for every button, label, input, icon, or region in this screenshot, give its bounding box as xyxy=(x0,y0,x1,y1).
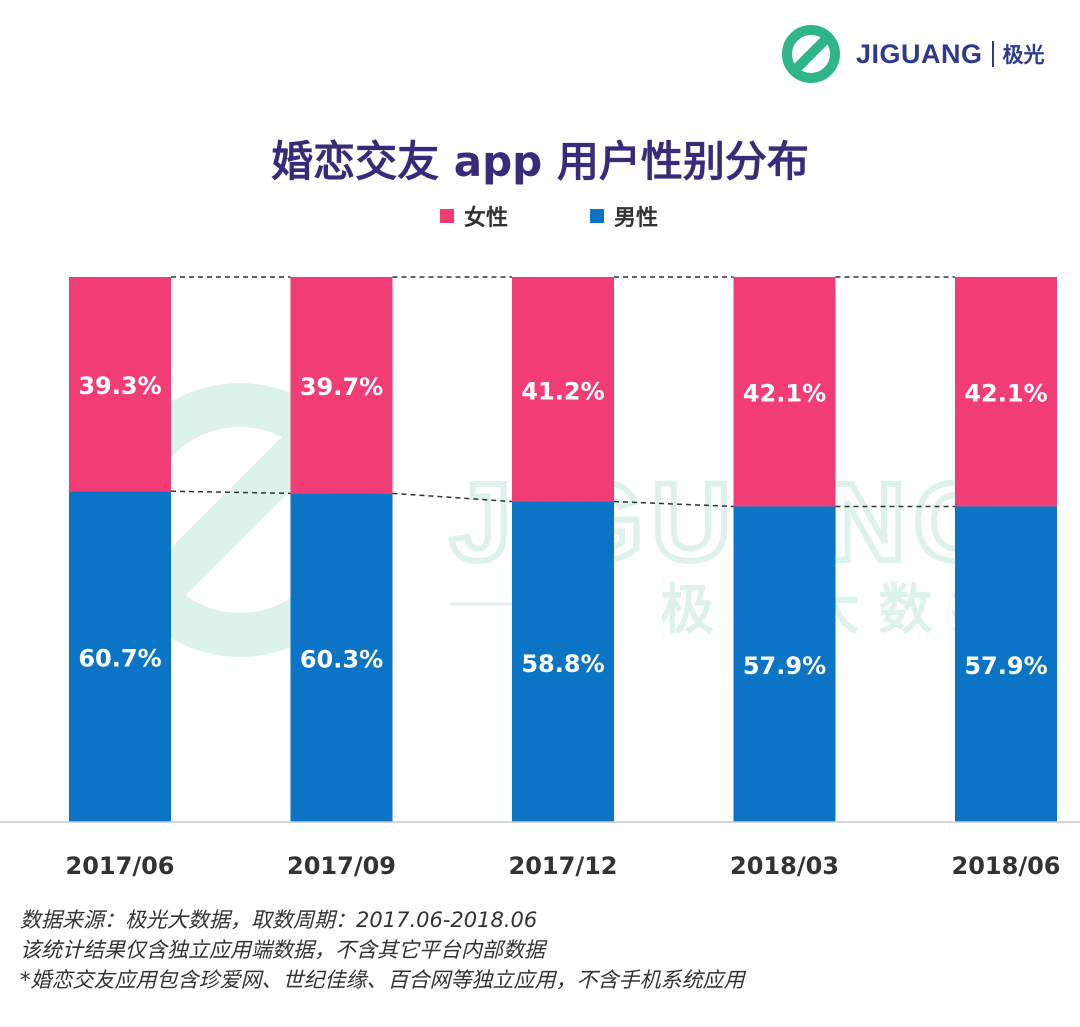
data-label-female: 42.1% xyxy=(743,380,826,408)
x-tick-label: 2018/06 xyxy=(952,852,1061,880)
bars-group xyxy=(69,277,1057,822)
x-tick-label: 2017/06 xyxy=(66,852,175,880)
brand-logo: JIGUANG 极光 xyxy=(780,22,1045,86)
connector-line-split xyxy=(170,490,291,495)
data-label-male: 60.3% xyxy=(300,646,383,674)
legend-item-female: 女性 xyxy=(440,200,508,232)
data-label-male: 60.7% xyxy=(78,645,161,673)
footnote-source: 数据来源：极光大数据，取数周期：2017.06-2018.06 xyxy=(20,908,538,932)
legend-label-female: 女性 xyxy=(464,206,509,231)
data-labels: 39.3% 60.7% 39.7% 60.3% 41.2% 58.8% 42.1% 57.9%… xyxy=(78,372,1047,680)
bar-male xyxy=(512,501,614,822)
logo-text: JIGUANG xyxy=(856,38,983,69)
connector-lines xyxy=(170,276,955,508)
chart-title: 婚恋交友 app 用户性别分布 xyxy=(271,137,809,186)
data-label-female: 39.7% xyxy=(300,373,383,401)
bar-female xyxy=(69,277,171,492)
bar-male xyxy=(733,506,836,822)
x-tick-label: 2017/12 xyxy=(509,852,618,880)
footnote-definition: *婚恋交友应用包含珍爱网、世纪佳缘、百合网等独立应用，不含手机系统应用 xyxy=(20,968,745,992)
logo-chinese-text: 极光 xyxy=(1002,43,1045,67)
legend-swatch-female xyxy=(440,209,454,223)
data-label-male: 57.9% xyxy=(743,652,826,680)
x-tick-labels: 2017/06 2017/09 2017/12 2018/03 2018/06 xyxy=(66,852,1061,880)
bar-female xyxy=(955,277,1057,507)
footnotes: 数据来源：极光大数据，取数周期：2017.06-2018.06 该统计结果仅含独… xyxy=(20,905,745,995)
data-label-female: 42.1% xyxy=(964,380,1047,408)
bar-female xyxy=(733,277,836,507)
connector-line-split xyxy=(613,500,734,508)
bar-male xyxy=(69,491,171,822)
bar-male xyxy=(955,506,1057,822)
data-label-male: 58.8% xyxy=(521,650,604,678)
jiguang-logo-icon xyxy=(782,25,840,83)
x-tick-label: 2018/03 xyxy=(730,852,839,880)
x-tick-label: 2017/09 xyxy=(287,852,396,880)
data-label-male: 57.9% xyxy=(964,652,1047,680)
legend-swatch-male xyxy=(590,209,605,223)
legend-label-male: 男性 xyxy=(614,206,659,231)
chart-legend: 女性 男性 xyxy=(440,200,740,232)
data-label-female: 39.3% xyxy=(78,372,161,400)
bar-male xyxy=(290,493,393,822)
logo-separator xyxy=(991,41,994,67)
data-label-female: 41.2% xyxy=(521,377,604,405)
bar-female xyxy=(512,277,614,502)
legend-item-male: 男性 xyxy=(590,200,658,232)
connector-line-split xyxy=(392,492,513,503)
bar-female xyxy=(290,277,393,494)
footnote-scope: 该统计结果仅含独立应用端数据，不含其它平台内部数据 xyxy=(20,938,545,962)
